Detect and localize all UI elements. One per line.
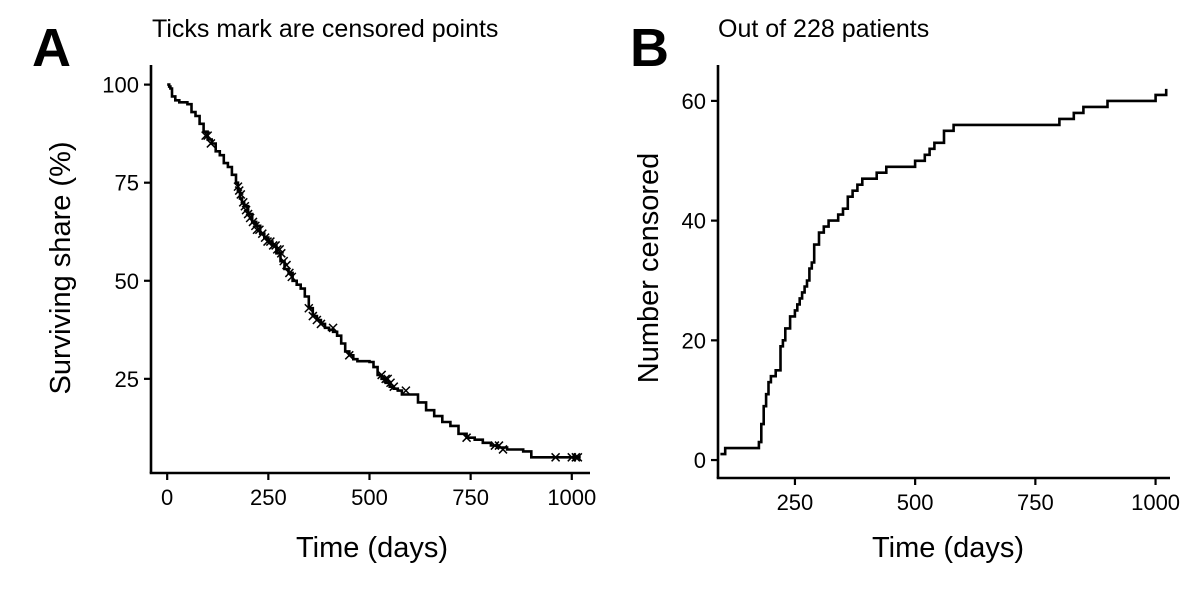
censor-mark [551, 452, 561, 462]
panel-a-series [167, 83, 581, 459]
y-tick-label: 50 [115, 269, 139, 294]
censor-mark [282, 260, 292, 270]
panel-b-subtitle: Out of 228 patients [718, 15, 929, 43]
panel-a-subtitle: Ticks mark are censored points [152, 15, 498, 43]
x-tick-label: 0 [161, 485, 173, 510]
y-tick-label: 60 [682, 89, 706, 114]
censor-mark [304, 303, 314, 313]
censor-mark [203, 131, 213, 141]
panel-a-x-title: Time (days) [296, 532, 448, 564]
censor-mark [245, 213, 255, 223]
x-tick-label: 500 [351, 485, 388, 510]
y-tick-label: 75 [115, 171, 139, 196]
censor-mark [328, 323, 338, 333]
x-tick-label: 1000 [1131, 490, 1180, 515]
censor-mark [201, 131, 211, 141]
censor-mark [236, 189, 246, 199]
censor-mark [316, 319, 326, 329]
panel-a: A Ticks mark are censored points Time (d… [32, 15, 596, 564]
censor-mark [383, 374, 393, 384]
y-tick-label: 0 [694, 448, 706, 473]
y-tick-label: 25 [115, 367, 139, 392]
x-tick-label: 500 [897, 490, 934, 515]
censor-mark [462, 433, 472, 443]
censor-mark [276, 248, 286, 258]
panel-a-ticks: 0 250 500 750 1000 25 50 75 100 [102, 73, 596, 510]
x-tick-label: 750 [452, 485, 489, 510]
censor-mark [401, 386, 411, 396]
y-tick-label: 40 [682, 209, 706, 234]
censor-mark [254, 225, 264, 235]
panel-a-y-title: Surviving share (%) [45, 141, 77, 394]
panel-b-ticks: 250 500 750 1000 0 20 40 60 [682, 89, 1181, 515]
series-line [167, 83, 581, 459]
censor-mark [252, 225, 262, 235]
censor-mark [262, 237, 273, 247]
panel-b: B Out of 228 patients Time (days) Number… [630, 15, 1180, 564]
panel-b-x-title: Time (days) [872, 532, 1024, 564]
panel-b-y-title: Number censored [633, 153, 665, 384]
y-tick-label: 20 [682, 328, 706, 353]
x-tick-label: 250 [250, 485, 287, 510]
censor-mark [571, 452, 581, 462]
censor-mark [206, 138, 216, 148]
censor-mark [344, 350, 354, 360]
x-tick-label: 1000 [547, 485, 596, 510]
censor-mark [257, 229, 267, 239]
censor-mark [498, 444, 508, 454]
censor-mark [265, 237, 275, 247]
panel-a-censor-marks [201, 131, 583, 462]
panel-b-series [720, 88, 1168, 456]
x-tick-label: 750 [1017, 490, 1054, 515]
censor-mark [279, 256, 289, 266]
censor-mark [389, 382, 399, 392]
censor-mark [573, 452, 583, 462]
series-line [720, 88, 1168, 456]
x-tick-label: 250 [777, 490, 814, 515]
y-tick-label: 100 [102, 73, 139, 98]
censor-mark [287, 272, 297, 282]
panel-a-letter: A [32, 18, 71, 78]
panel-b-letter: B [630, 18, 669, 78]
censor-mark [490, 441, 500, 451]
